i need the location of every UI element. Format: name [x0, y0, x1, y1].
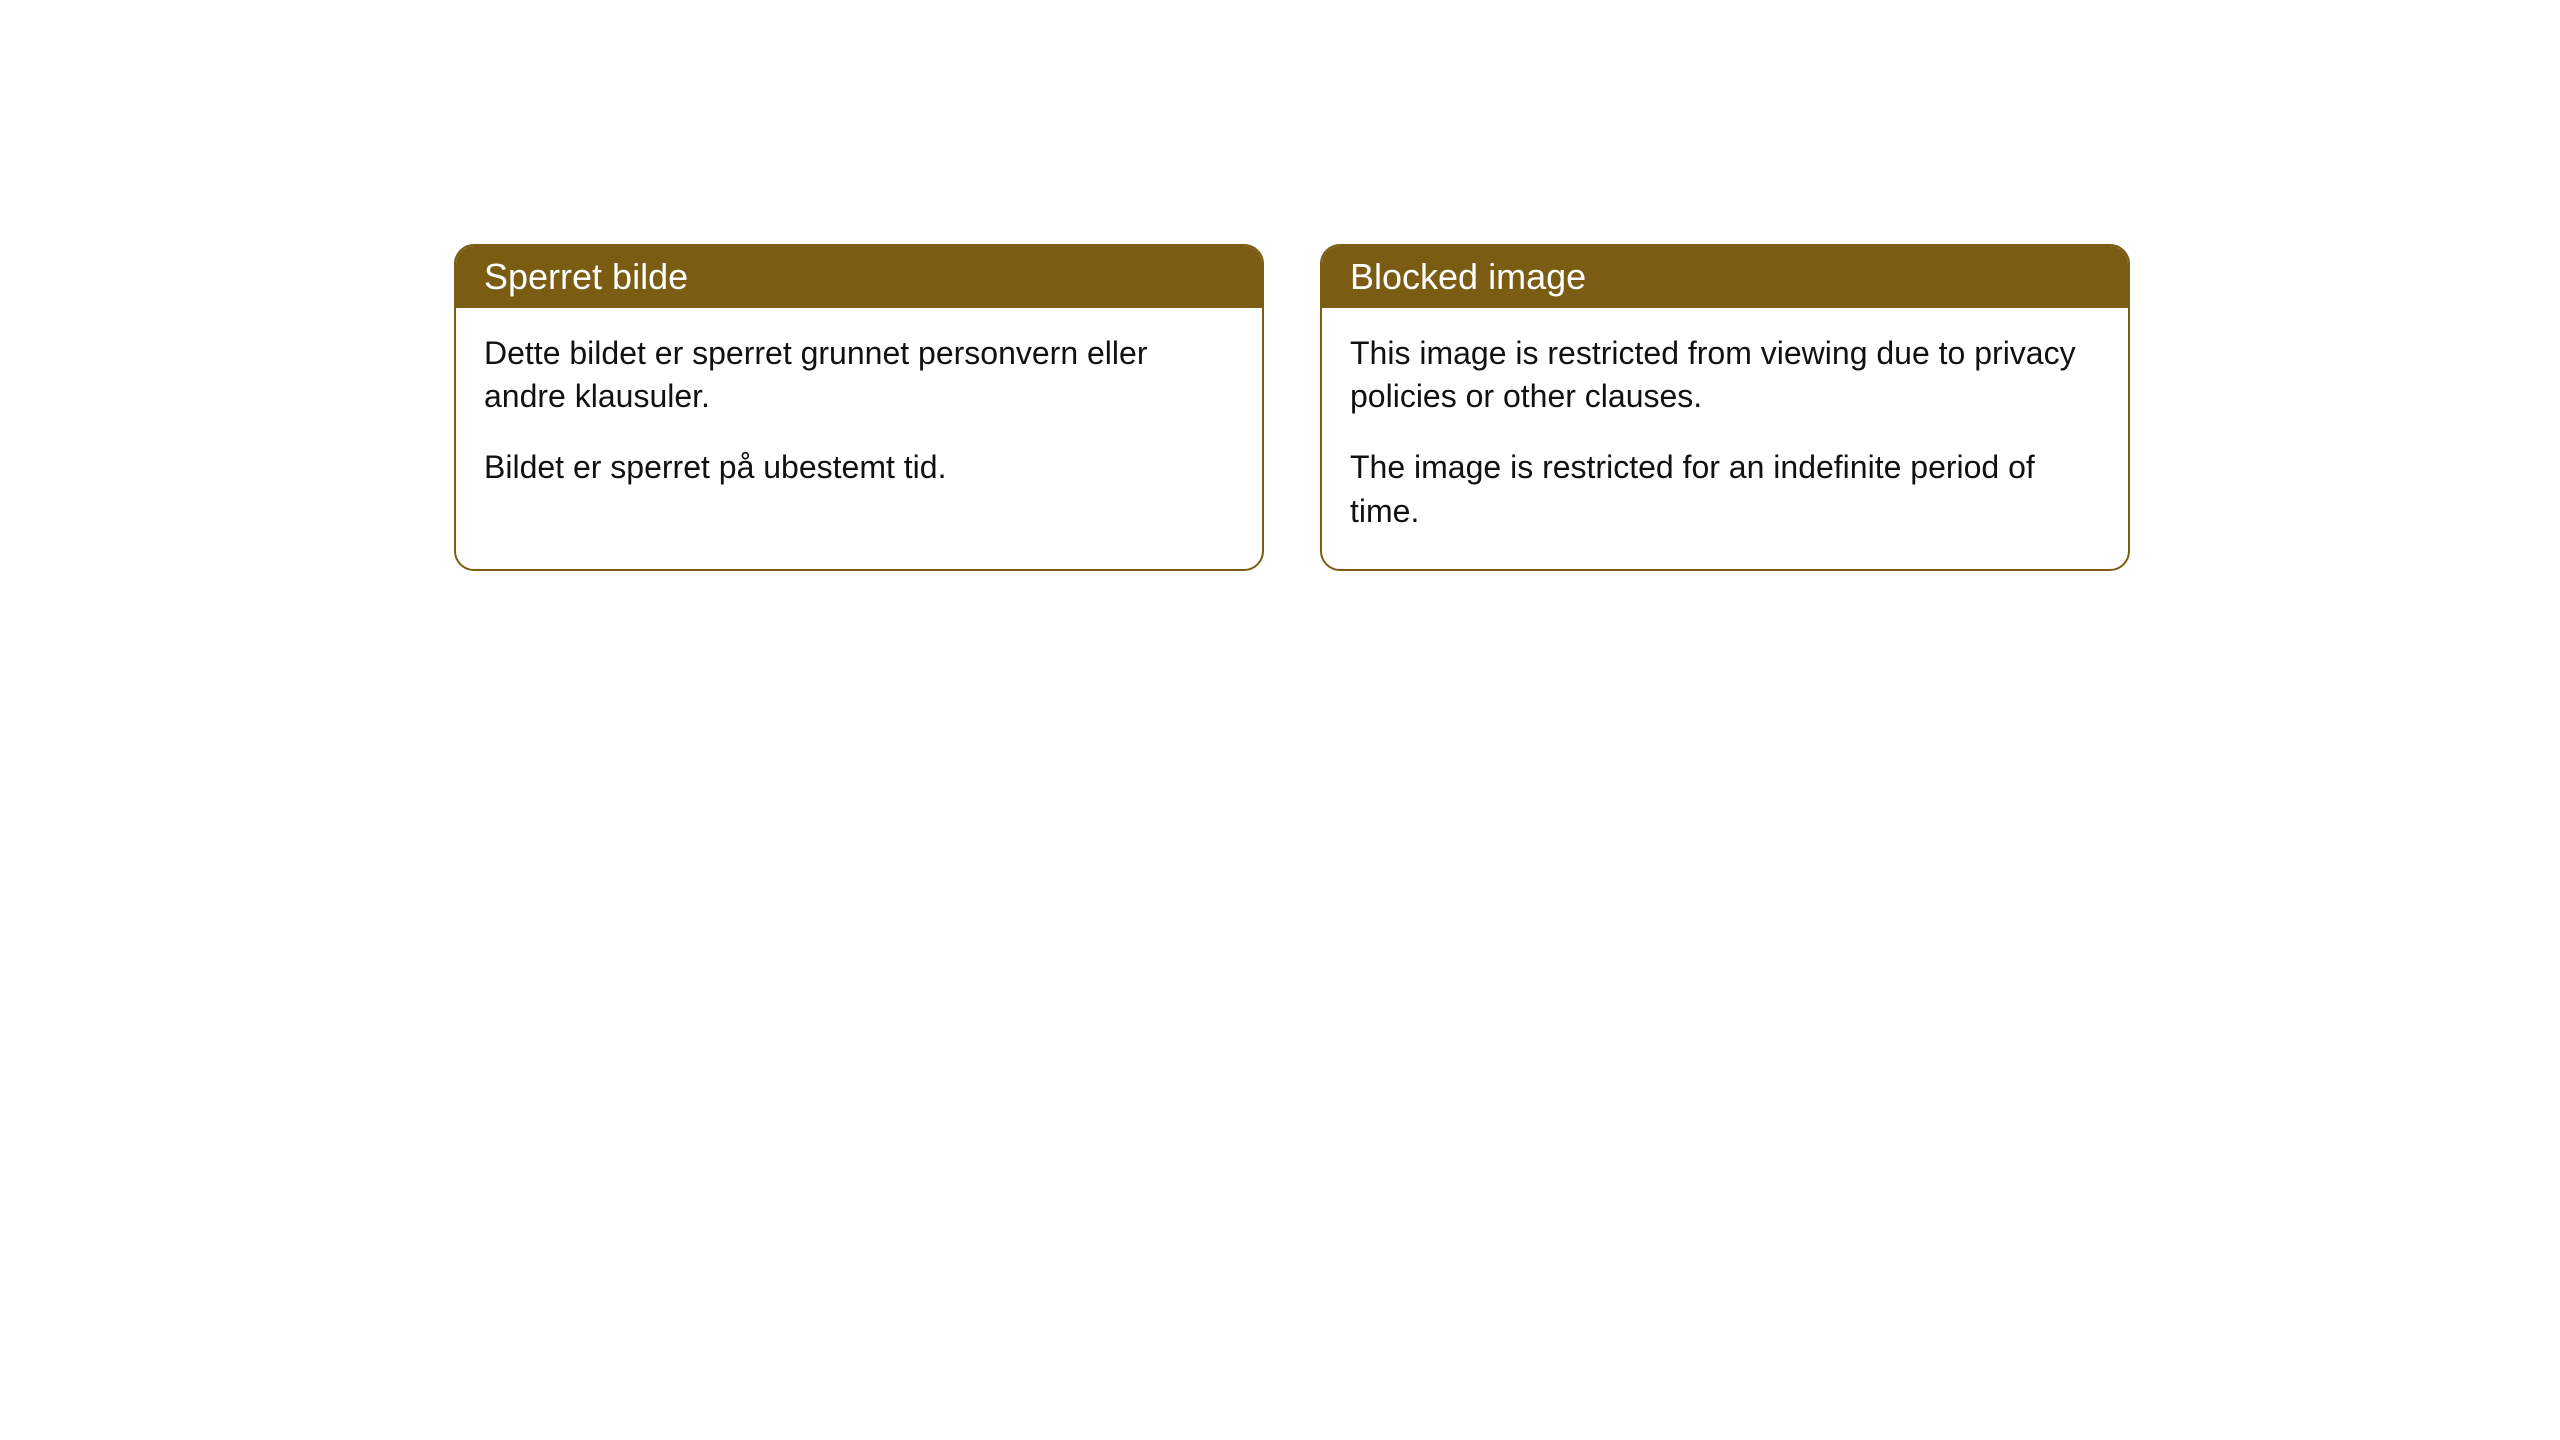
card-para1-en: This image is restricted from viewing du…: [1350, 332, 2100, 418]
card-para2-en: The image is restricted for an indefinit…: [1350, 446, 2100, 532]
card-para2-no: Bildet er sperret på ubestemt tid.: [484, 446, 1234, 489]
card-body-no: Dette bildet er sperret grunnet personve…: [456, 308, 1262, 526]
card-header-en: Blocked image: [1322, 246, 2128, 308]
card-para1-no: Dette bildet er sperret grunnet personve…: [484, 332, 1234, 418]
card-header-no: Sperret bilde: [456, 246, 1262, 308]
blocked-image-card-en: Blocked image This image is restricted f…: [1320, 244, 2130, 571]
card-title-no: Sperret bilde: [484, 256, 688, 297]
card-title-en: Blocked image: [1350, 256, 1586, 297]
blocked-image-card-no: Sperret bilde Dette bildet er sperret gr…: [454, 244, 1264, 571]
card-body-en: This image is restricted from viewing du…: [1322, 308, 2128, 569]
notice-cards-container: Sperret bilde Dette bildet er sperret gr…: [454, 244, 2130, 571]
